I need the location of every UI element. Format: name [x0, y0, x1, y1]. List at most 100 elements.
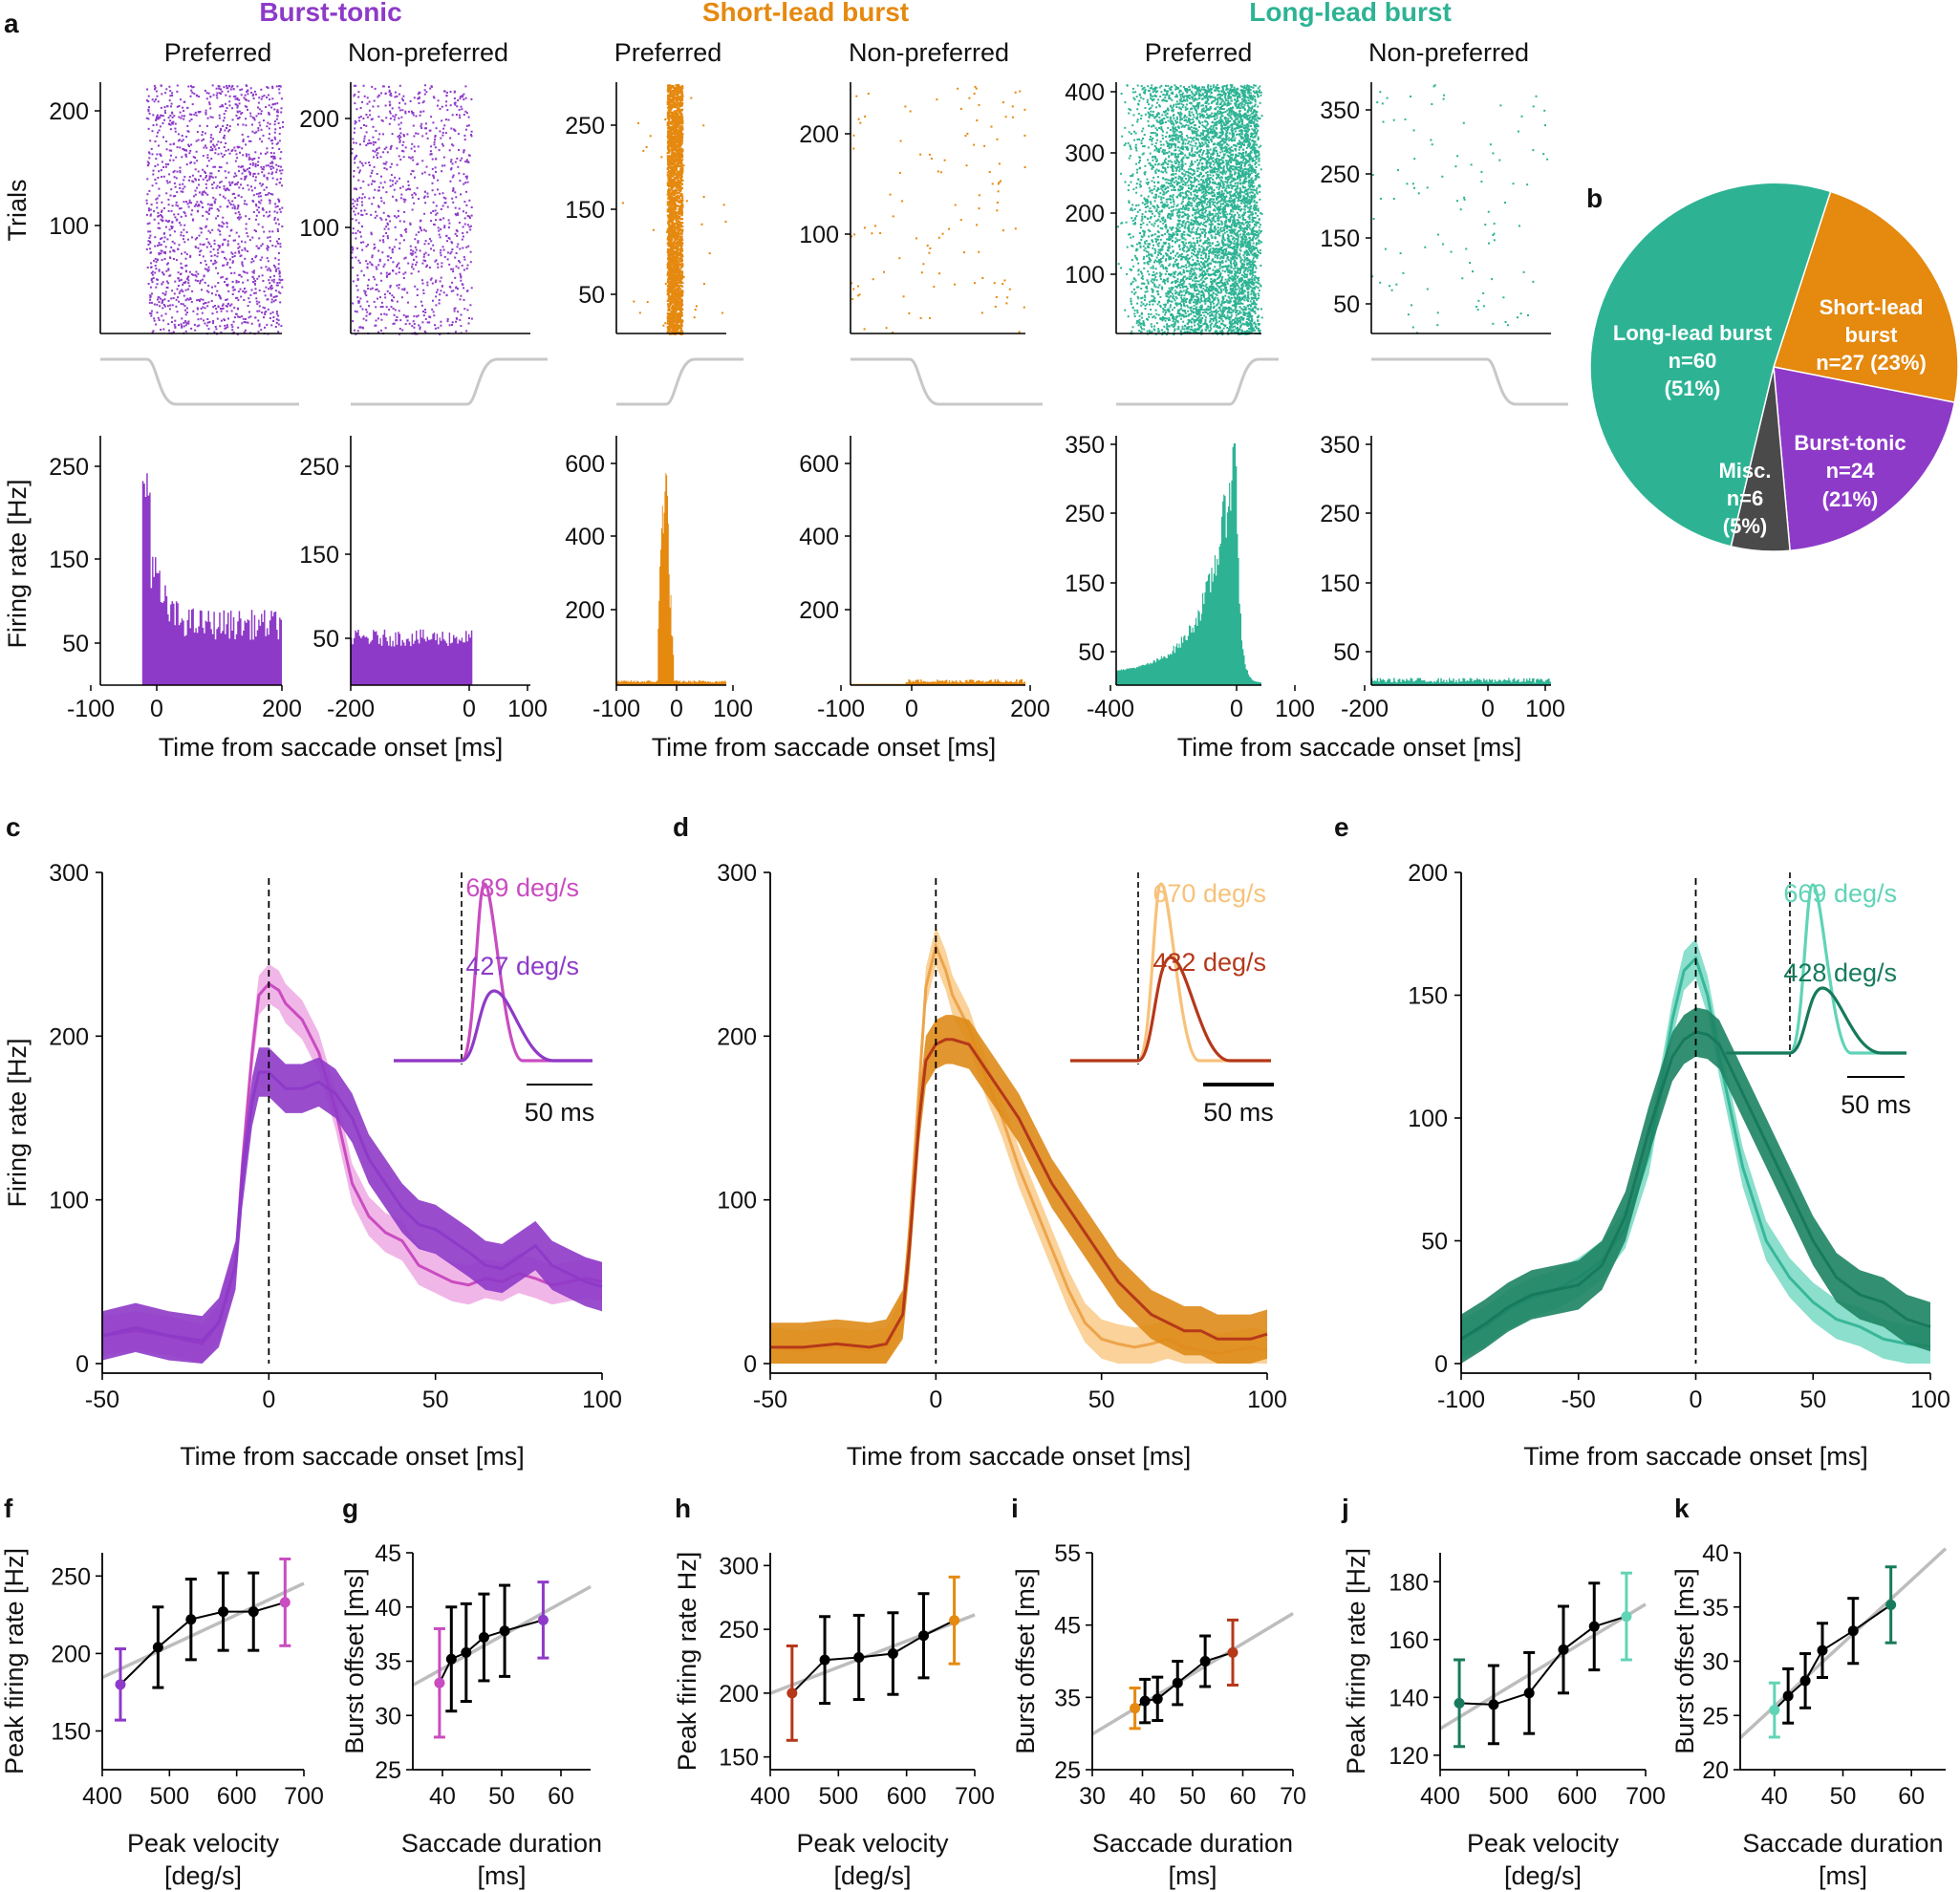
raster-spike: [667, 216, 670, 219]
raster-spike: [219, 296, 222, 299]
raster-spike: [167, 198, 170, 201]
raster-spike: [193, 323, 196, 326]
raster-spike: [269, 202, 271, 204]
raster-spike: [673, 275, 677, 278]
raster-spike: [275, 240, 278, 243]
raster-spike: [670, 230, 673, 233]
raster-spike: [166, 105, 169, 108]
raster-spike: [215, 126, 218, 128]
raster-spike: [670, 174, 674, 177]
raster-spike: [452, 174, 455, 177]
raster-spike: [674, 285, 678, 288]
raster-spike: [155, 90, 158, 93]
raster-spike: [678, 319, 681, 322]
raster-spike: [270, 156, 272, 158]
raster-spike: [468, 317, 470, 319]
raster-spike: [448, 149, 451, 152]
raster-spike: [668, 290, 671, 292]
raster-spike: [675, 273, 678, 276]
raster-spike: [260, 199, 263, 202]
raster-spike: [365, 144, 368, 146]
raster-spike: [278, 208, 281, 211]
raster-spike: [680, 169, 683, 172]
raster-spike: [169, 90, 172, 93]
raster-spike: [170, 321, 173, 323]
raster-spike: [418, 198, 420, 201]
raster-spike: [184, 299, 187, 302]
raster-spike: [171, 92, 174, 95]
raster-spike: [451, 143, 453, 146]
raster-spike: [433, 97, 436, 99]
raster-spike: [244, 177, 247, 180]
raster-spike: [677, 238, 679, 241]
raster-spike: [430, 247, 432, 250]
raster-spike: [674, 298, 677, 300]
raster-spike: [248, 239, 251, 242]
raster-spike: [398, 127, 401, 130]
raster-spike: [191, 219, 194, 222]
raster-spike: [675, 91, 678, 94]
raster-spike: [670, 261, 673, 264]
raster-spike: [389, 110, 391, 113]
raster-spike: [257, 331, 260, 333]
raster-spike: [435, 127, 438, 130]
raster-spike: [171, 94, 174, 97]
raster-spike: [675, 131, 678, 134]
raster-spike: [680, 264, 683, 267]
raster-spike: [361, 308, 364, 311]
raster-spike: [154, 257, 157, 260]
raster-spike: [365, 294, 368, 297]
raster-spike: [414, 150, 417, 153]
raster-spike: [361, 193, 364, 196]
raster-spike: [370, 231, 373, 234]
raster-spike: [398, 310, 400, 312]
raster-spike: [372, 105, 375, 108]
raster-spike: [673, 297, 676, 300]
raster-spike: [401, 329, 404, 332]
raster-spike: [673, 123, 677, 126]
raster-spike: [421, 321, 424, 324]
raster-spike: [180, 224, 183, 226]
raster-spike: [461, 95, 463, 97]
raster-spike: [417, 93, 420, 96]
raster-spike: [462, 226, 464, 228]
raster-spike: [365, 114, 368, 116]
raster-spike: [211, 84, 214, 87]
raster-spike: [234, 239, 236, 242]
raster-spike: [669, 130, 672, 133]
raster-spike: [206, 157, 209, 159]
raster-spike: [218, 165, 221, 168]
raster-spike: [158, 244, 161, 247]
raster-spike: [157, 131, 159, 134]
raster-spike: [270, 285, 273, 287]
raster-spike: [462, 235, 464, 238]
raster-spike: [411, 142, 414, 145]
raster-spike: [398, 271, 400, 274]
raster-spike: [249, 162, 252, 165]
raster-spike: [372, 180, 374, 183]
raster-spike: [234, 172, 237, 175]
raster-spike: [247, 305, 249, 307]
raster-spike: [424, 240, 427, 243]
raster-spike: [156, 303, 159, 306]
raster-spike: [216, 207, 219, 210]
raster-spike: [678, 211, 681, 214]
raster-spike: [184, 153, 187, 156]
raster-spike: [152, 124, 155, 127]
raster-spike: [220, 319, 223, 322]
raster-spike: [181, 326, 183, 329]
raster-spike: [245, 169, 247, 172]
raster-spike: [366, 266, 369, 269]
raster-spike: [385, 306, 388, 309]
raster-spike: [207, 269, 210, 271]
raster-spike: [230, 251, 233, 254]
raster-spike: [274, 138, 277, 140]
raster-spike: [666, 290, 669, 293]
raster-spike: [422, 292, 425, 294]
raster-spike: [270, 301, 273, 304]
raster-spike: [263, 174, 266, 177]
raster-spike: [671, 218, 674, 221]
raster-spike: [449, 180, 452, 183]
raster-spike: [390, 146, 393, 148]
raster-spike: [385, 117, 388, 119]
